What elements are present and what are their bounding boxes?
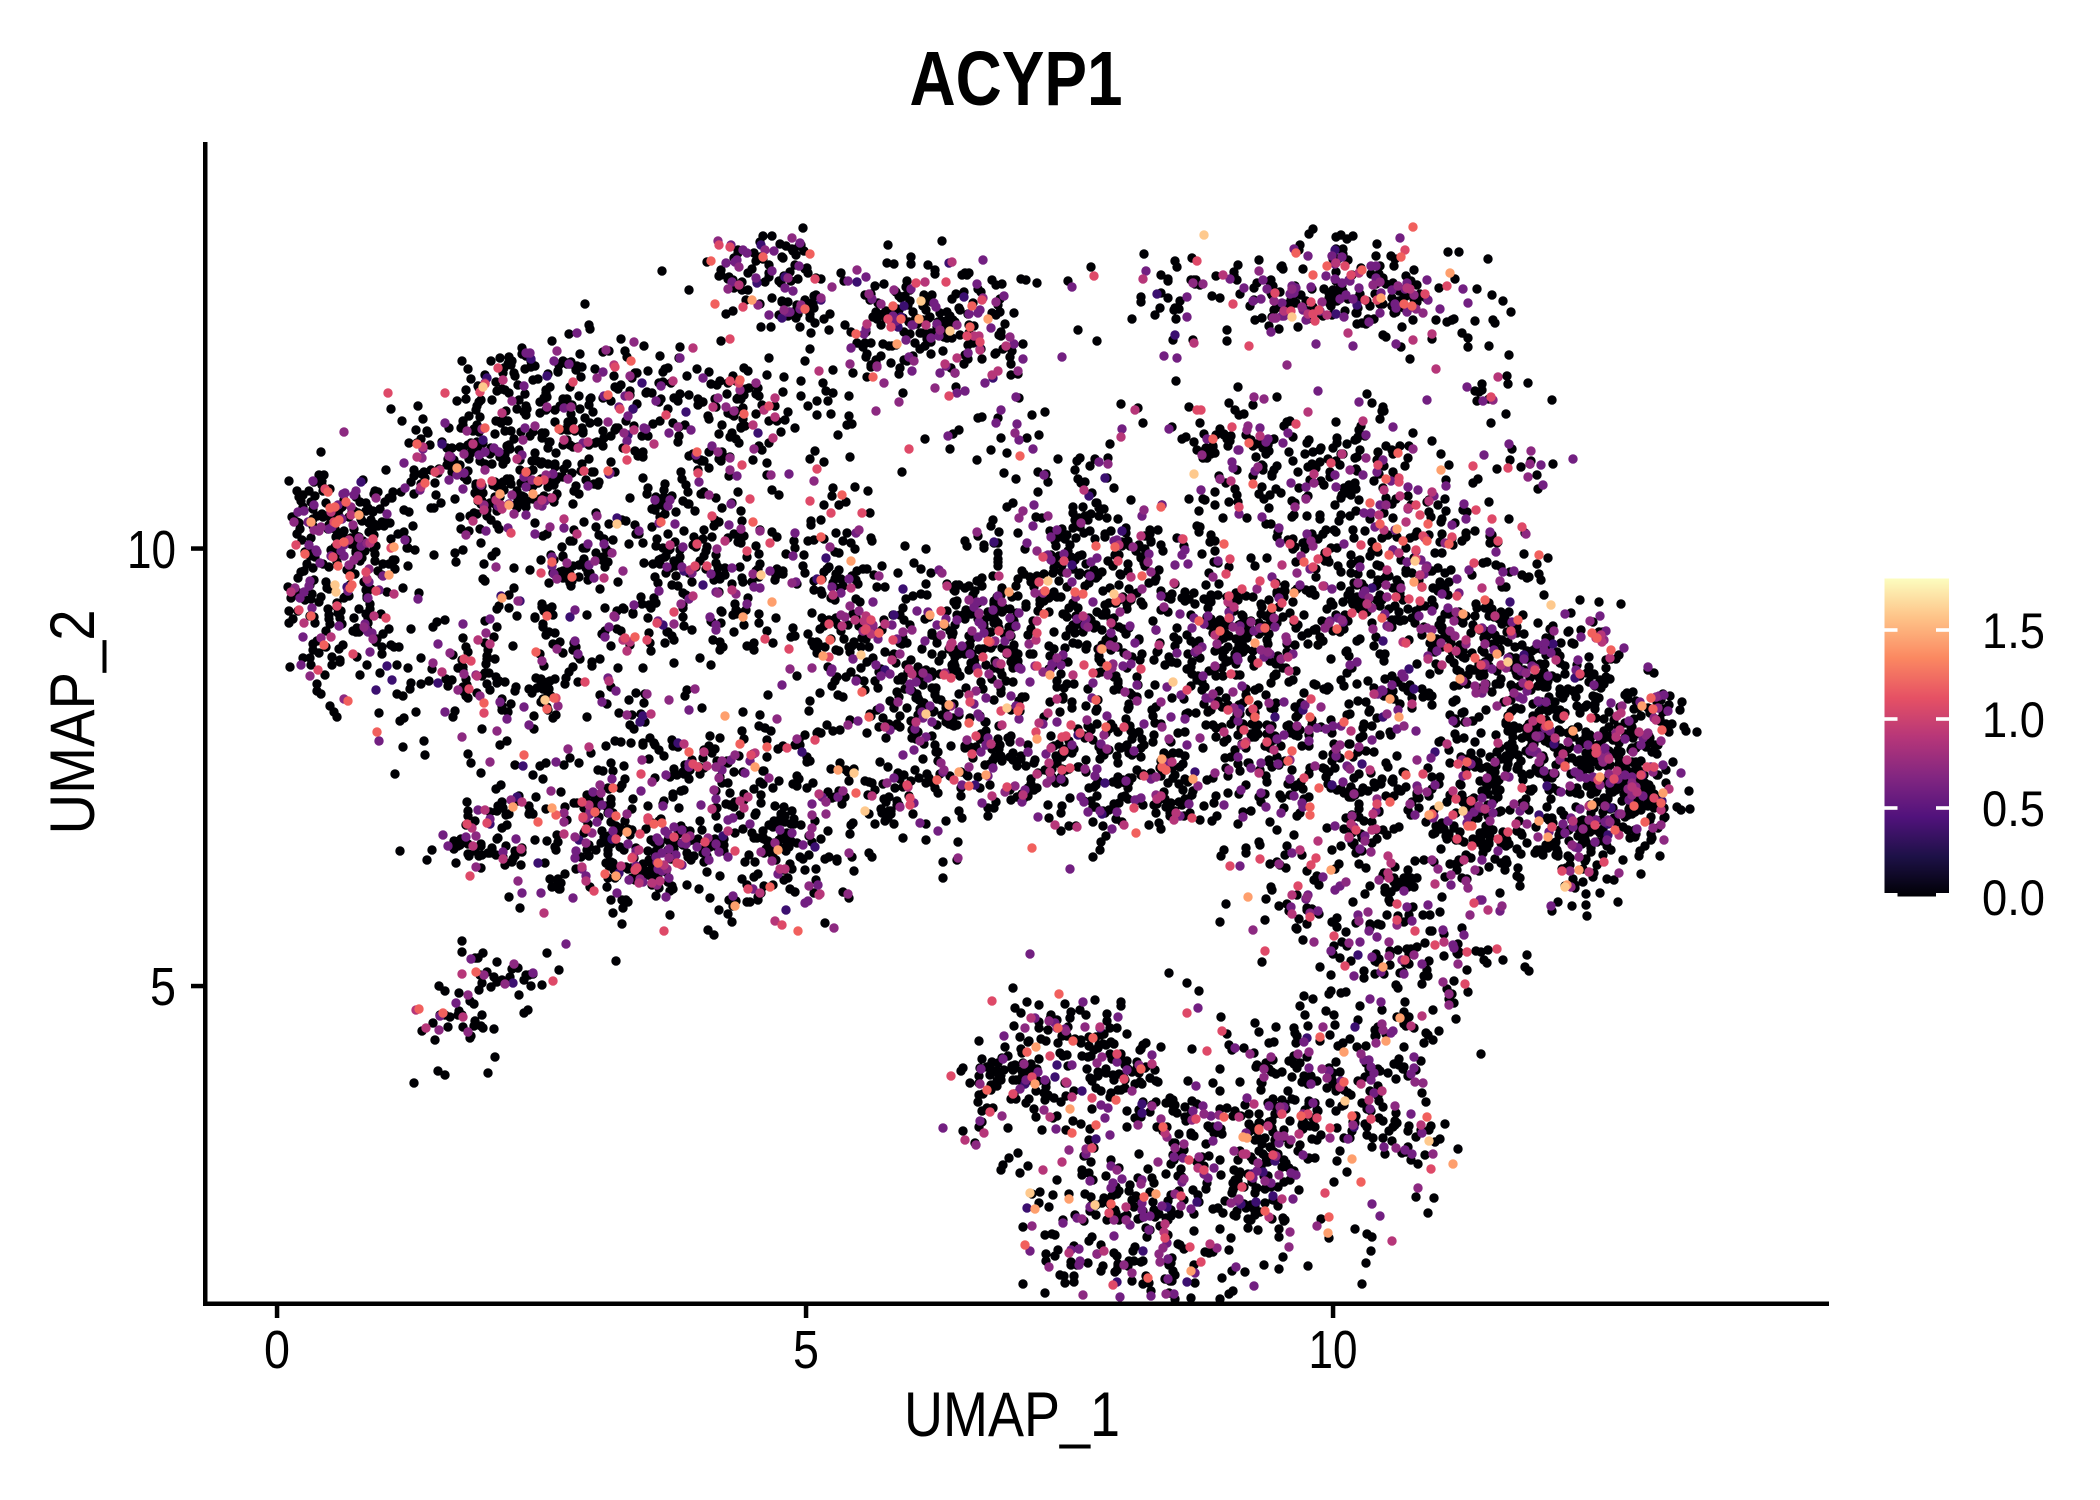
svg-text:5: 5	[793, 1320, 819, 1380]
svg-text:0.0: 0.0	[1982, 870, 2045, 926]
svg-text:1.0: 1.0	[1982, 692, 2045, 748]
svg-text:UMAP_2: UMAP_2	[38, 610, 108, 835]
svg-text:1.5: 1.5	[1982, 603, 2045, 659]
svg-text:10: 10	[127, 520, 176, 580]
svg-text:0.5: 0.5	[1982, 781, 2045, 837]
svg-text:5: 5	[150, 957, 176, 1017]
svg-text:10: 10	[1309, 1320, 1358, 1380]
svg-text:0: 0	[264, 1320, 290, 1380]
svg-text:UMAP_1: UMAP_1	[904, 1380, 1120, 1450]
svg-text:ACYP1: ACYP1	[910, 36, 1123, 122]
